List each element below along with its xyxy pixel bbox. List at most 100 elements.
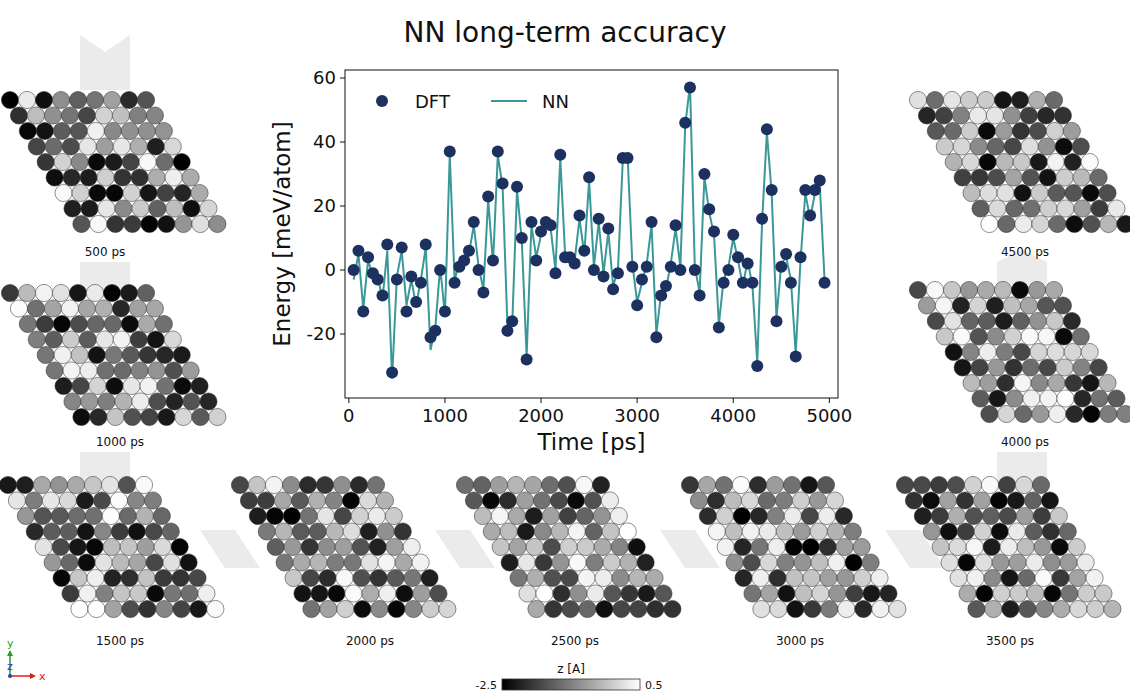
- atom: [317, 507, 334, 524]
- atom: [61, 554, 78, 571]
- dft-point: [718, 277, 730, 289]
- atom: [996, 153, 1013, 170]
- atom: [801, 507, 818, 524]
- atom: [550, 492, 567, 509]
- atom: [72, 377, 89, 394]
- atom: [1066, 405, 1083, 422]
- atom: [64, 393, 81, 410]
- x-tick-label: 0: [343, 405, 354, 426]
- dft-point: [530, 254, 542, 266]
- atom: [611, 538, 628, 555]
- atom: [962, 343, 979, 360]
- atom: [735, 569, 752, 586]
- atom: [1057, 390, 1074, 407]
- atom: [998, 405, 1015, 422]
- atom: [962, 153, 979, 170]
- dft-point: [795, 251, 807, 263]
- atom: [552, 554, 569, 571]
- atom: [388, 600, 405, 617]
- dft-point: [819, 277, 831, 289]
- atom: [385, 507, 402, 524]
- atom: [541, 476, 558, 493]
- atom: [994, 281, 1011, 298]
- atom: [69, 91, 86, 108]
- atom: [53, 122, 70, 139]
- atom: [1032, 215, 1049, 232]
- atom: [139, 600, 156, 617]
- atom: [1068, 538, 1085, 555]
- dft-point: [674, 264, 686, 276]
- arrow: [200, 530, 260, 568]
- atom: [103, 284, 120, 301]
- cell-outline: [240, 485, 447, 609]
- atom: [377, 523, 394, 540]
- atom: [965, 507, 982, 524]
- colorbar-tick-label: 0.5: [645, 679, 663, 692]
- atom: [61, 107, 78, 124]
- dft-point: [646, 216, 658, 228]
- atom: [275, 523, 292, 540]
- legend-marker: [376, 95, 388, 107]
- atom: [132, 200, 149, 217]
- atom: [803, 569, 820, 586]
- atom: [19, 315, 36, 332]
- atom: [604, 585, 621, 602]
- atom: [809, 492, 826, 509]
- atom: [156, 600, 173, 617]
- atom: [972, 390, 989, 407]
- atom: [971, 359, 988, 376]
- atom: [266, 507, 283, 524]
- atom: [769, 569, 786, 586]
- atom: [775, 492, 792, 509]
- atom: [1027, 585, 1044, 602]
- atom: [53, 315, 70, 332]
- dft-point: [521, 354, 533, 366]
- atom: [71, 346, 88, 363]
- atom: [930, 476, 947, 493]
- atom: [970, 138, 987, 155]
- atom: [90, 215, 107, 232]
- snapshot: [0, 476, 224, 617]
- atom: [257, 492, 274, 509]
- atom: [137, 538, 154, 555]
- atom: [141, 408, 158, 425]
- atom: [1063, 122, 1080, 139]
- dft-point: [410, 296, 422, 308]
- atom: [1040, 390, 1057, 407]
- atom: [998, 476, 1015, 493]
- atom: [98, 393, 115, 410]
- atom: [465, 492, 482, 509]
- atom: [146, 300, 163, 317]
- atom: [1081, 153, 1098, 170]
- title: NN long-term accuracy: [403, 16, 726, 49]
- atom: [403, 538, 420, 555]
- atom: [351, 507, 368, 524]
- atom: [638, 585, 655, 602]
- snapshot: [456, 476, 681, 617]
- atom: [995, 122, 1012, 139]
- atom: [1038, 138, 1055, 155]
- axis-arrow: [8, 674, 12, 678]
- atom: [1091, 200, 1108, 217]
- atom: [302, 569, 319, 586]
- dft-point: [742, 258, 754, 270]
- atom: [970, 328, 987, 345]
- atom: [68, 507, 85, 524]
- atom: [819, 538, 836, 555]
- atom: [1024, 492, 1041, 509]
- atom: [954, 359, 971, 376]
- atom: [1012, 122, 1029, 139]
- atom: [1007, 492, 1024, 509]
- figure: 500 ps1000 ps1500 ps2000 ps2500 ps3000 p…: [0, 0, 1130, 696]
- atom: [54, 153, 71, 170]
- atom: [544, 569, 561, 586]
- atom: [333, 476, 350, 493]
- atom: [1104, 600, 1121, 617]
- atom: [303, 600, 320, 617]
- atom: [482, 492, 499, 509]
- atom: [997, 374, 1014, 391]
- atom: [483, 523, 500, 540]
- atom: [62, 331, 79, 348]
- atom: [542, 507, 559, 524]
- atom: [173, 346, 190, 363]
